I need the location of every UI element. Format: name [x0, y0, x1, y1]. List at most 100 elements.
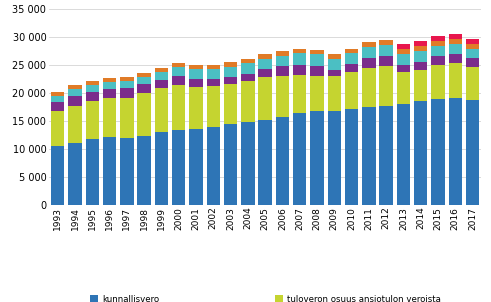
- Bar: [155, 68, 168, 72]
- Bar: [137, 84, 151, 93]
- Bar: [362, 42, 376, 47]
- Bar: [466, 67, 479, 101]
- Bar: [448, 98, 462, 205]
- Bar: [327, 76, 341, 111]
- Bar: [120, 88, 134, 98]
- Bar: [397, 44, 410, 49]
- Bar: [85, 92, 99, 101]
- Bar: [120, 82, 134, 88]
- Bar: [345, 72, 358, 109]
- Bar: [68, 105, 82, 143]
- Bar: [224, 124, 237, 205]
- Bar: [207, 86, 220, 127]
- Bar: [397, 72, 410, 104]
- Bar: [258, 59, 272, 69]
- Bar: [103, 78, 116, 82]
- Bar: [431, 41, 445, 46]
- Bar: [362, 58, 376, 68]
- Bar: [293, 113, 306, 205]
- Bar: [431, 99, 445, 205]
- Bar: [414, 70, 428, 101]
- Legend: kunnallisvero, tuloveron osuus pääomatulon veroista, kirkollisvero, tuloveron os: kunnallisvero, tuloveron osuus pääomatul…: [87, 292, 443, 302]
- Bar: [275, 66, 289, 76]
- Bar: [431, 65, 445, 99]
- Bar: [241, 63, 255, 74]
- Bar: [448, 63, 462, 98]
- Bar: [207, 65, 220, 69]
- Bar: [189, 69, 203, 79]
- Bar: [275, 76, 289, 117]
- Bar: [448, 39, 462, 44]
- Bar: [224, 77, 237, 84]
- Bar: [207, 79, 220, 86]
- Bar: [155, 72, 168, 80]
- Bar: [380, 66, 393, 106]
- Bar: [293, 75, 306, 113]
- Bar: [241, 59, 255, 63]
- Bar: [362, 68, 376, 107]
- Bar: [466, 44, 479, 49]
- Bar: [380, 106, 393, 205]
- Bar: [137, 73, 151, 77]
- Bar: [68, 85, 82, 89]
- Bar: [293, 53, 306, 65]
- Bar: [397, 49, 410, 54]
- Bar: [466, 49, 479, 58]
- Bar: [397, 65, 410, 72]
- Bar: [68, 89, 82, 96]
- Bar: [414, 41, 428, 46]
- Bar: [51, 146, 64, 205]
- Bar: [241, 122, 255, 205]
- Bar: [85, 139, 99, 205]
- Bar: [189, 79, 203, 87]
- Bar: [327, 54, 341, 59]
- Bar: [275, 56, 289, 66]
- Bar: [120, 98, 134, 138]
- Bar: [68, 143, 82, 205]
- Bar: [68, 96, 82, 105]
- Bar: [380, 40, 393, 45]
- Bar: [414, 46, 428, 51]
- Bar: [189, 65, 203, 69]
- Bar: [310, 111, 324, 205]
- Bar: [362, 47, 376, 58]
- Bar: [310, 50, 324, 54]
- Bar: [103, 89, 116, 98]
- Bar: [275, 117, 289, 205]
- Bar: [345, 49, 358, 53]
- Bar: [258, 120, 272, 205]
- Bar: [85, 85, 99, 92]
- Bar: [137, 93, 151, 136]
- Bar: [172, 76, 186, 85]
- Bar: [258, 69, 272, 78]
- Bar: [155, 80, 168, 88]
- Bar: [51, 96, 64, 102]
- Bar: [345, 53, 358, 64]
- Bar: [155, 88, 168, 132]
- Bar: [172, 67, 186, 76]
- Bar: [172, 63, 186, 67]
- Bar: [293, 65, 306, 75]
- Bar: [431, 36, 445, 41]
- Bar: [345, 64, 358, 72]
- Bar: [431, 46, 445, 56]
- Bar: [414, 101, 428, 205]
- Bar: [120, 138, 134, 205]
- Bar: [224, 67, 237, 77]
- Bar: [310, 54, 324, 66]
- Bar: [397, 54, 410, 65]
- Bar: [103, 137, 116, 205]
- Bar: [466, 39, 479, 44]
- Bar: [448, 44, 462, 54]
- Bar: [224, 84, 237, 124]
- Bar: [51, 111, 64, 146]
- Bar: [258, 78, 272, 120]
- Bar: [327, 59, 341, 70]
- Bar: [51, 92, 64, 96]
- Bar: [327, 70, 341, 76]
- Bar: [380, 56, 393, 66]
- Bar: [172, 130, 186, 205]
- Bar: [431, 56, 445, 65]
- Bar: [275, 51, 289, 56]
- Bar: [189, 129, 203, 205]
